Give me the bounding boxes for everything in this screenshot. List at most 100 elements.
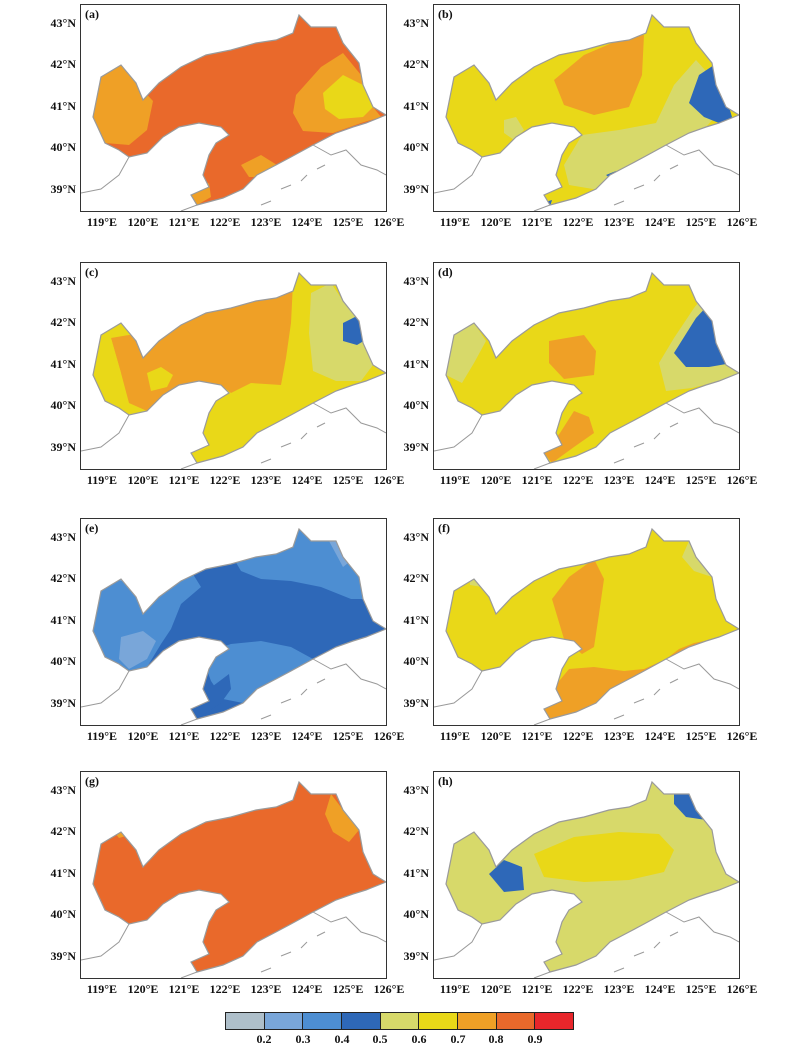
contour-region [534,832,674,882]
panel-label-d: (d) [438,265,453,279]
map-f [434,527,739,725]
coastline [180,204,198,211]
latitude-label: 42°N [403,57,429,71]
panel-label-b: (b) [438,7,453,21]
longitude-label: 125°E [332,215,364,229]
longitude-label: 119°E [86,729,118,743]
colorbar [225,1012,575,1030]
longitude-label: 122°E [209,982,241,996]
longitude-label: 124°E [644,215,676,229]
colorbar-label: 0.7 [450,1032,466,1046]
latitude-label: 40°N [403,907,429,921]
coastline [81,156,130,194]
longitude-label: 121°E [168,729,200,743]
colorbar-segment [341,1012,381,1030]
longitude-label: 125°E [685,473,717,487]
longitude-label: 120°E [127,473,159,487]
longitude-label: 119°E [439,982,471,996]
longitude-label: 122°E [562,215,594,229]
map-panel-a: (a) [80,4,387,212]
map-h [434,780,739,978]
longitude-label: 126°E [726,729,758,743]
colorbar-label: 0.3 [295,1032,311,1046]
province-fill [93,15,386,205]
contour-region [191,674,231,719]
coastline [533,718,551,725]
coastline [180,971,198,978]
coastline [665,658,739,690]
longitude-label: 121°E [521,473,553,487]
contour-region [446,323,486,383]
coastline [613,678,679,720]
longitude-label: 123°E [250,215,282,229]
latitude-label: 41°N [50,99,76,113]
longitude-label: 122°E [562,473,594,487]
map-panel-b: (b) [433,4,740,212]
longitude-label: 121°E [168,982,200,996]
colorbar-label: 0.9 [527,1032,543,1046]
map-panel-e: (e) [80,518,387,726]
contour-region [119,631,156,669]
province-boundary [92,13,386,206]
latitude-label: 39°N [403,949,429,963]
longitude-label: 122°E [209,473,241,487]
coastline [434,923,483,961]
map-a [81,13,386,211]
map-panel-d: (d) [433,262,740,470]
panel-label-h: (h) [438,774,453,788]
longitude-label: 122°E [209,215,241,229]
contour-region [659,917,679,937]
latitude-label: 41°N [403,99,429,113]
latitude-label: 43°N [50,783,76,797]
contour-region [544,641,704,719]
latitude-label: 40°N [50,654,76,668]
longitude-label: 122°E [562,729,594,743]
contour-region [489,860,524,892]
longitude-label: 125°E [332,982,364,996]
longitude-label: 126°E [373,473,405,487]
latitude-label: 43°N [50,16,76,30]
latitude-label: 43°N [403,530,429,544]
longitude-label: 123°E [603,473,635,487]
latitude-label: 39°N [50,182,76,196]
panel-label-f: (f) [438,521,450,535]
longitude-label: 119°E [439,215,471,229]
contour-region [111,559,137,581]
province-boundary [92,527,386,720]
colorbar-segment [457,1012,497,1030]
map-d [434,271,739,469]
longitude-label: 120°E [480,729,512,743]
panel-label-e: (e) [85,521,99,535]
coastline [312,144,386,176]
longitude-label: 124°E [644,473,676,487]
latitude-label: 40°N [50,907,76,921]
contour-region [554,35,644,115]
longitude-label: 120°E [127,982,159,996]
longitude-label: 125°E [685,982,717,996]
province-boundary [92,780,386,973]
latitude-label: 42°N [403,315,429,329]
longitude-label: 126°E [726,982,758,996]
coastline [81,414,130,452]
longitude-label: 125°E [685,215,717,229]
latitude-label: 43°N [403,16,429,30]
longitude-label: 123°E [603,982,635,996]
map-panel-f: (f) [433,518,740,726]
contour-regions [93,283,373,411]
longitude-label: 120°E [127,215,159,229]
contour-regions [504,35,732,205]
map-panel-h: (h) [433,771,740,979]
latitude-label: 41°N [50,866,76,880]
province-boundary [445,13,739,206]
latitude-label: 42°N [50,57,76,71]
colorbar-segment [418,1012,459,1030]
longitude-label: 122°E [209,729,241,743]
latitude-label: 41°N [50,357,76,371]
latitude-label: 41°N [403,866,429,880]
latitude-label: 39°N [50,949,76,963]
coastline [312,402,386,434]
coastline [81,923,130,961]
colorbar-segment [379,1012,420,1030]
longitude-label: 124°E [644,982,676,996]
contour-region [689,65,732,125]
